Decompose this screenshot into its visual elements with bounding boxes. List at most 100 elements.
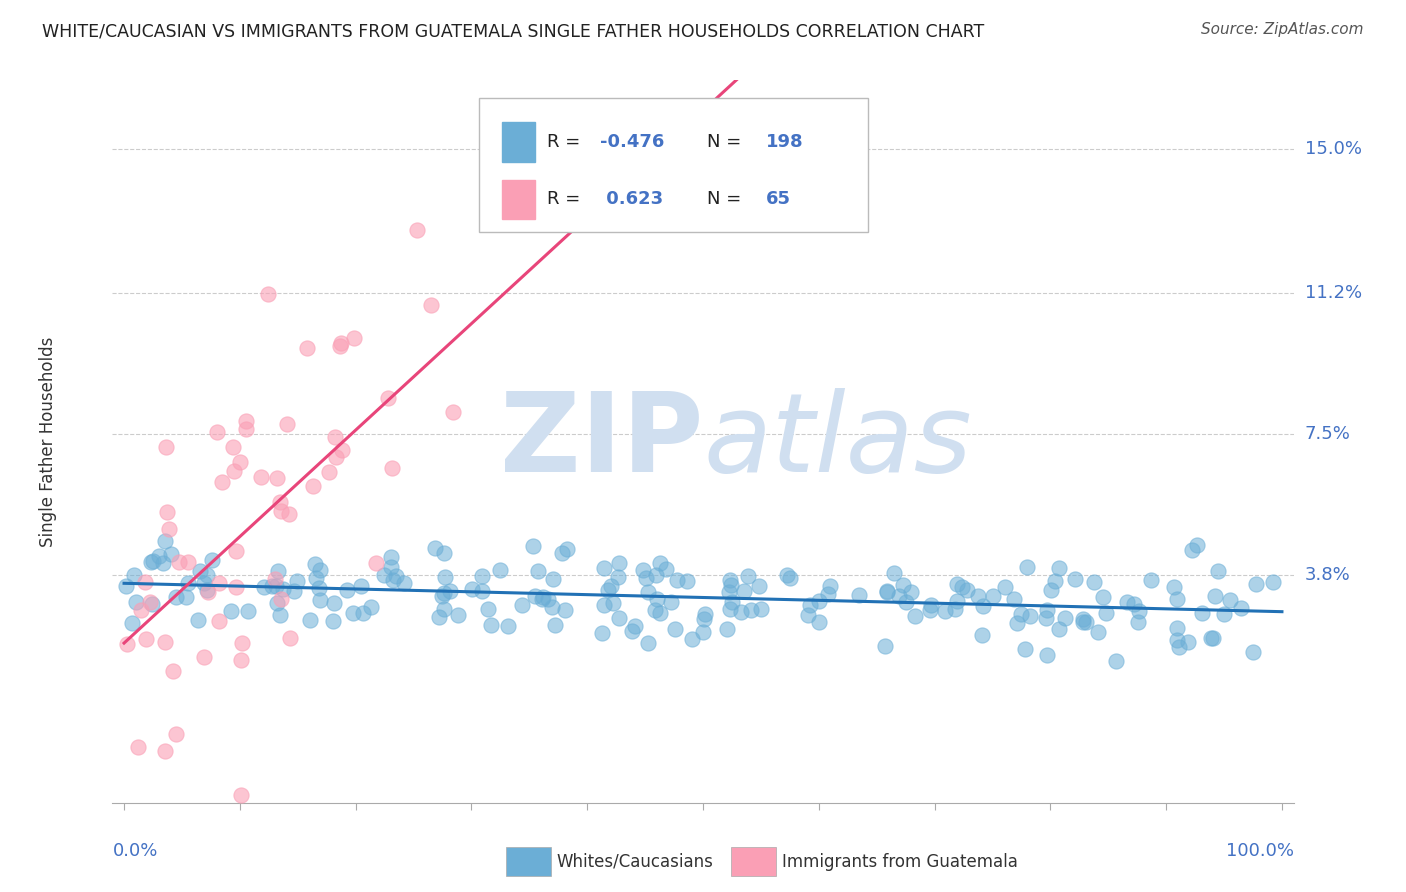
Point	[485, 205, 508, 219]
Point	[405, 223, 427, 237]
Point	[946, 577, 969, 591]
Point	[142, 554, 165, 568]
Point	[277, 508, 299, 522]
Point	[966, 589, 988, 603]
Point	[512, 167, 534, 181]
Point	[222, 464, 245, 478]
Point	[276, 417, 298, 432]
Point	[659, 595, 682, 609]
Point	[1071, 615, 1094, 630]
Point	[433, 602, 456, 616]
Point	[972, 628, 994, 642]
Point	[253, 580, 276, 594]
Point	[222, 440, 245, 454]
Text: 198: 198	[766, 133, 803, 151]
Point	[904, 609, 927, 624]
Point	[160, 547, 183, 561]
Point	[165, 727, 187, 741]
Text: 65: 65	[766, 191, 790, 209]
Point	[205, 425, 228, 439]
Point	[1036, 648, 1059, 662]
Point	[818, 579, 841, 593]
Point	[591, 626, 613, 640]
Point	[1201, 631, 1223, 645]
Point	[602, 596, 624, 610]
Point	[125, 595, 148, 609]
Point	[329, 336, 352, 351]
Point	[1166, 633, 1188, 648]
Point	[522, 539, 544, 553]
Point	[430, 589, 453, 603]
Point	[382, 573, 405, 587]
Point	[779, 571, 801, 585]
FancyBboxPatch shape	[502, 179, 536, 219]
Point	[748, 579, 770, 593]
Point	[1167, 640, 1189, 655]
Point	[1185, 538, 1208, 552]
Point	[479, 617, 502, 632]
Point	[269, 607, 291, 622]
Point	[1163, 580, 1185, 594]
Text: atlas: atlas	[703, 388, 972, 495]
Point	[270, 592, 292, 607]
Point	[875, 639, 897, 653]
Point	[263, 572, 285, 586]
Point	[1049, 622, 1071, 636]
Point	[531, 591, 554, 605]
Point	[817, 587, 839, 601]
Point	[343, 330, 366, 344]
Point	[1035, 603, 1057, 617]
Point	[848, 588, 870, 602]
Point	[152, 556, 174, 570]
Text: Single Father Households: Single Father Households	[38, 336, 56, 547]
Point	[692, 624, 714, 639]
Point	[298, 613, 321, 627]
Point	[1191, 606, 1213, 620]
Point	[972, 599, 994, 613]
Point	[607, 611, 630, 625]
Point	[1166, 592, 1188, 607]
Point	[139, 594, 162, 608]
Point	[894, 595, 917, 609]
Point	[174, 591, 197, 605]
Point	[271, 582, 294, 597]
Point	[270, 504, 292, 518]
Point	[717, 584, 740, 599]
Point	[269, 495, 291, 509]
Point	[153, 635, 176, 649]
Point	[318, 465, 340, 479]
Point	[631, 563, 654, 577]
Point	[496, 619, 519, 633]
Point	[342, 607, 364, 621]
Point	[1095, 606, 1118, 620]
Point	[1087, 624, 1109, 639]
Point	[278, 632, 301, 646]
Point	[295, 342, 318, 356]
Point	[283, 583, 305, 598]
Point	[477, 602, 499, 616]
Point	[235, 414, 257, 428]
Point	[1083, 574, 1105, 589]
Point	[1246, 577, 1268, 591]
Point	[1074, 615, 1097, 629]
Point	[920, 598, 942, 612]
Text: 0.623: 0.623	[600, 191, 664, 209]
Point	[364, 556, 387, 570]
Point	[115, 637, 138, 651]
Point	[153, 534, 176, 549]
Point	[554, 603, 576, 617]
Point	[693, 607, 716, 622]
Point	[1035, 611, 1057, 625]
Point	[1123, 597, 1146, 611]
Point	[148, 549, 170, 564]
Point	[420, 298, 443, 312]
Text: 100.0%: 100.0%	[1226, 842, 1294, 860]
Point	[134, 574, 156, 589]
Point	[1208, 564, 1230, 578]
Point	[555, 541, 578, 556]
Point	[883, 566, 905, 581]
Text: N =: N =	[707, 191, 747, 209]
Point	[380, 550, 402, 565]
Text: 15.0%: 15.0%	[1305, 140, 1361, 158]
Point	[1263, 574, 1285, 589]
